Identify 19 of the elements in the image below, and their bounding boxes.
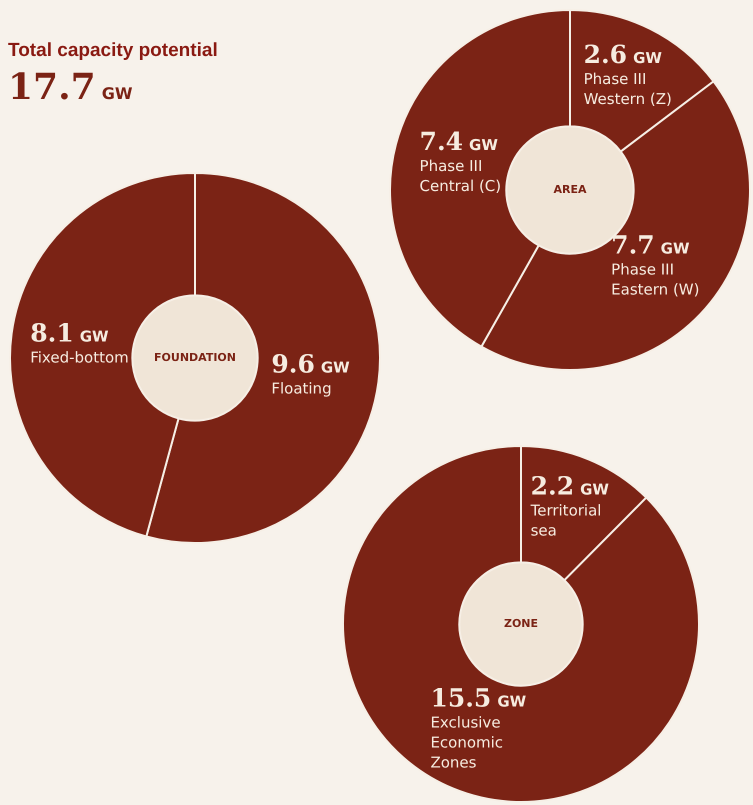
data-label: 15.5 GW (430, 684, 527, 713)
slice-label: Fixed-bottom (30, 348, 129, 367)
data-label: 2.2 GW (530, 471, 610, 500)
slice-label: Phase III Western (Z) (584, 70, 672, 108)
text: Total capacity potential (8, 40, 218, 62)
data-label: 7.4 GW (420, 127, 498, 156)
slice-label: Exclusive Economic Zones (430, 714, 504, 772)
slice-label: Phase III Eastern (W) (611, 260, 700, 299)
text: FOUNDATION (154, 350, 236, 364)
text: AREA (553, 182, 587, 196)
data-label: 8.1 GW (30, 318, 110, 348)
data-label: 2.6 GW (584, 40, 662, 69)
data-label: 7.7 GW (611, 230, 690, 260)
text: 17.7 GW (8, 66, 132, 108)
text: ZONE (504, 616, 538, 630)
slice-label: Floating (271, 379, 332, 398)
data-label: 9.6 GW (271, 349, 350, 378)
slice-label: Territorial sea (530, 501, 602, 540)
slice-label: Phase III Central (C) (420, 157, 502, 196)
